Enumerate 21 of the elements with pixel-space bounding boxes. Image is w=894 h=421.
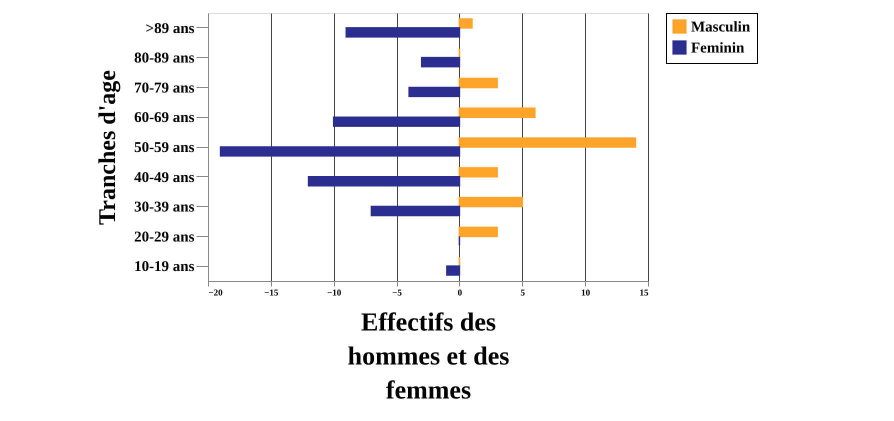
y-axis-title: Tranches d'age (95, 70, 122, 225)
y-tick-label: 20-29 ans (134, 229, 195, 246)
x-tick-label: −20 (208, 288, 224, 298)
legend-label: Masculin (691, 20, 751, 36)
y-tick-label: 70-79 ans (134, 80, 195, 96)
y-tick-label: 60-69 ans (134, 110, 195, 126)
y-tick-label: 80-89 ans (134, 50, 195, 67)
x-tick-label: −5 (392, 288, 402, 298)
x-axis-title: Effectifs des hommes et des femmes (348, 308, 510, 404)
y-tick-label: 30-39 ans (134, 200, 195, 216)
y-tick-label: 50-59 ans (134, 140, 195, 156)
legend-label: Feminin (691, 40, 745, 56)
x-tick-label: −15 (264, 288, 279, 298)
y-tick-label: 40-49 ans (134, 170, 195, 186)
x-tick-label: −10 (327, 288, 342, 298)
x-tick-label: 5 (520, 288, 526, 298)
x-tick-label: 10 (581, 288, 591, 298)
y-tick-label: 10-19 ans (134, 259, 195, 276)
x-tick-label: 0 (458, 288, 463, 298)
y-tick-label: >89 ans (146, 20, 195, 37)
x-tick-label: 15 (640, 288, 649, 298)
